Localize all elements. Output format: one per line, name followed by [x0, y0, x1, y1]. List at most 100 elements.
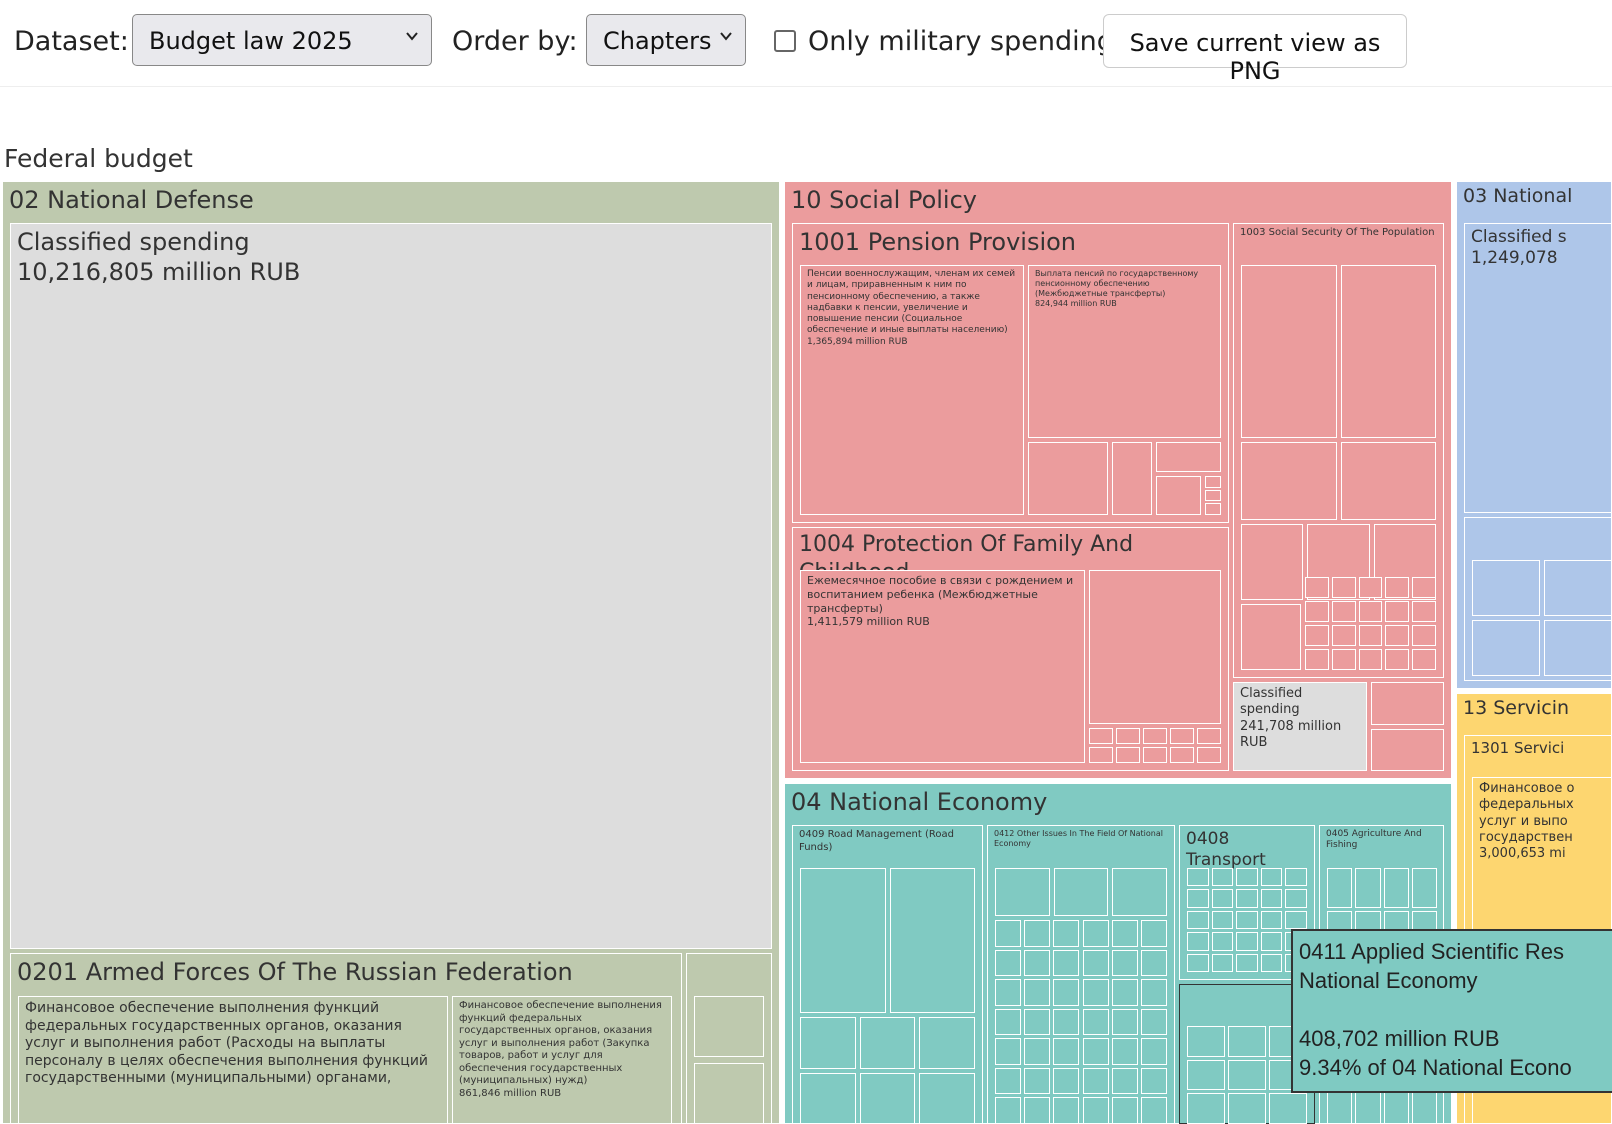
- treemap-leaf[interactable]: [1143, 747, 1167, 763]
- treemap-leaf[interactable]: [1305, 625, 1329, 646]
- treemap-leaf[interactable]: [1082, 1038, 1109, 1065]
- treemap-leaf[interactable]: [1111, 949, 1138, 977]
- pension-item-2[interactable]: Выплата пенсий по государственному пенси…: [1028, 265, 1221, 438]
- treemap-leaf[interactable]: [800, 868, 886, 1013]
- treemap-leaf[interactable]: [1385, 625, 1410, 646]
- treemap-leaf[interactable]: [1187, 889, 1209, 908]
- treemap-leaf[interactable]: [1089, 747, 1113, 763]
- treemap-leaf[interactable]: [1340, 442, 1436, 520]
- armed-forces-item-2[interactable]: Финансовое обеспечение выполнения функци…: [452, 996, 672, 1124]
- treemap-leaf[interactable]: [1260, 889, 1283, 908]
- treemap-leaf[interactable]: [1236, 889, 1258, 908]
- family-item-1[interactable]: Ежемесячное пособие в связи с рождением …: [800, 570, 1085, 763]
- treemap-leaf[interactable]: [889, 868, 975, 1013]
- treemap-leaf[interactable]: [800, 1072, 856, 1124]
- treemap-leaf[interactable]: [1355, 868, 1381, 909]
- treemap-leaf[interactable]: [1053, 949, 1080, 977]
- treemap-leaf[interactable]: [995, 1097, 1022, 1124]
- treemap-leaf[interactable]: [1140, 1097, 1167, 1124]
- treemap-leaf[interactable]: [1024, 1097, 1051, 1124]
- treemap-leaf[interactable]: [1241, 265, 1337, 438]
- treemap-leaf[interactable]: [1028, 442, 1108, 515]
- treemap-leaf[interactable]: [1187, 910, 1209, 930]
- treemap-leaf[interactable]: [1140, 949, 1167, 977]
- treemap-leaf[interactable]: [1412, 625, 1436, 646]
- treemap-leaf[interactable]: [1340, 265, 1436, 438]
- treemap-leaf[interactable]: [1211, 889, 1234, 908]
- treemap-leaf[interactable]: [1053, 1008, 1080, 1036]
- treemap-leaf[interactable]: [1358, 577, 1383, 598]
- military-checkbox[interactable]: [774, 30, 796, 52]
- treemap-leaf[interactable]: [1053, 1038, 1080, 1065]
- treemap-leaf[interactable]: [1385, 577, 1410, 598]
- treemap-leaf[interactable]: [1228, 1059, 1266, 1091]
- treemap-leaf[interactable]: [995, 1038, 1022, 1065]
- treemap-leaf[interactable]: [1371, 682, 1444, 725]
- treemap-leaf[interactable]: [1140, 920, 1167, 947]
- treemap-leaf[interactable]: [1082, 979, 1109, 1006]
- treemap-leaf[interactable]: [1197, 747, 1221, 763]
- treemap-leaf[interactable]: [1140, 1008, 1167, 1036]
- treemap-leaf[interactable]: [1472, 620, 1540, 676]
- treemap-leaf[interactable]: [1111, 979, 1138, 1006]
- treemap-leaf[interactable]: [1187, 1093, 1225, 1124]
- treemap-leaf[interactable]: [1170, 747, 1194, 763]
- treemap-leaf[interactable]: [1383, 868, 1409, 909]
- treemap-leaf[interactable]: [1053, 920, 1080, 947]
- treemap-leaf[interactable]: [1241, 524, 1304, 600]
- treemap-leaf[interactable]: [1211, 932, 1234, 951]
- treemap-leaf[interactable]: [1412, 601, 1436, 622]
- dataset-select[interactable]: Budget law 2025: [132, 14, 432, 66]
- treemap-leaf[interactable]: [1371, 728, 1444, 771]
- treemap-leaf[interactable]: [1111, 1038, 1138, 1065]
- treemap-leaf[interactable]: [1305, 601, 1329, 622]
- treemap-leaf[interactable]: [1112, 868, 1167, 916]
- treemap-leaf[interactable]: [1170, 728, 1194, 744]
- treemap-leaf[interactable]: [1082, 949, 1109, 977]
- treemap-leaf[interactable]: [1472, 560, 1540, 616]
- order-select[interactable]: Chapters: [586, 14, 746, 66]
- treemap-leaf[interactable]: [1187, 1026, 1225, 1057]
- treemap-leaf[interactable]: [859, 1072, 916, 1124]
- treemap-leaf[interactable]: [1187, 932, 1209, 951]
- treemap-leaf[interactable]: [1140, 1067, 1167, 1095]
- treemap-leaf[interactable]: [1260, 868, 1283, 887]
- treemap-leaf[interactable]: [1024, 949, 1051, 977]
- treemap-leaf[interactable]: [859, 1017, 916, 1069]
- treemap-leaf[interactable]: [1358, 625, 1383, 646]
- treemap-leaf[interactable]: [1285, 889, 1307, 908]
- treemap-leaf[interactable]: [1241, 604, 1301, 670]
- treemap-leaf[interactable]: [1241, 442, 1337, 520]
- treemap-leaf[interactable]: [995, 949, 1022, 977]
- treemap-leaf[interactable]: [1412, 577, 1436, 598]
- treemap-leaf[interactable]: [1228, 1093, 1266, 1124]
- treemap-leaf[interactable]: [1024, 1067, 1051, 1095]
- treemap-leaf[interactable]: [1156, 476, 1201, 515]
- treemap-leaf[interactable]: [1205, 489, 1221, 502]
- treemap-leaf[interactable]: [1111, 1097, 1138, 1124]
- treemap-leaf[interactable]: [1089, 728, 1113, 744]
- defense-classified-cell[interactable]: Classified spending 10,216,805 million R…: [10, 223, 772, 949]
- treemap-leaf[interactable]: [694, 1063, 764, 1124]
- treemap-leaf[interactable]: [1411, 868, 1437, 909]
- treemap-leaf[interactable]: [1112, 442, 1152, 515]
- treemap-leaf[interactable]: [1358, 649, 1383, 670]
- social-classified-cell[interactable]: Classified spending 241,708 million RUB: [1233, 682, 1367, 771]
- security-classified-cell[interactable]: Classified s 1,249,078: [1464, 223, 1612, 513]
- treemap-leaf[interactable]: [694, 996, 764, 1057]
- treemap-leaf[interactable]: [1260, 953, 1283, 972]
- treemap-leaf[interactable]: [1211, 868, 1234, 887]
- treemap-leaf[interactable]: [1205, 503, 1221, 515]
- treemap-leaf[interactable]: [1412, 649, 1436, 670]
- treemap-leaf[interactable]: [1024, 979, 1051, 1006]
- treemap-leaf[interactable]: [1053, 979, 1080, 1006]
- treemap-leaf[interactable]: [995, 920, 1022, 947]
- treemap-leaf[interactable]: [1053, 868, 1109, 916]
- treemap-leaf[interactable]: [1111, 920, 1138, 947]
- treemap-leaf[interactable]: [1140, 1038, 1167, 1065]
- treemap-leaf[interactable]: [1156, 442, 1221, 472]
- treemap-leaf[interactable]: [1236, 868, 1258, 887]
- treemap-leaf[interactable]: [1082, 920, 1109, 947]
- treemap-leaf[interactable]: [1236, 910, 1258, 930]
- treemap-leaf[interactable]: [1260, 910, 1283, 930]
